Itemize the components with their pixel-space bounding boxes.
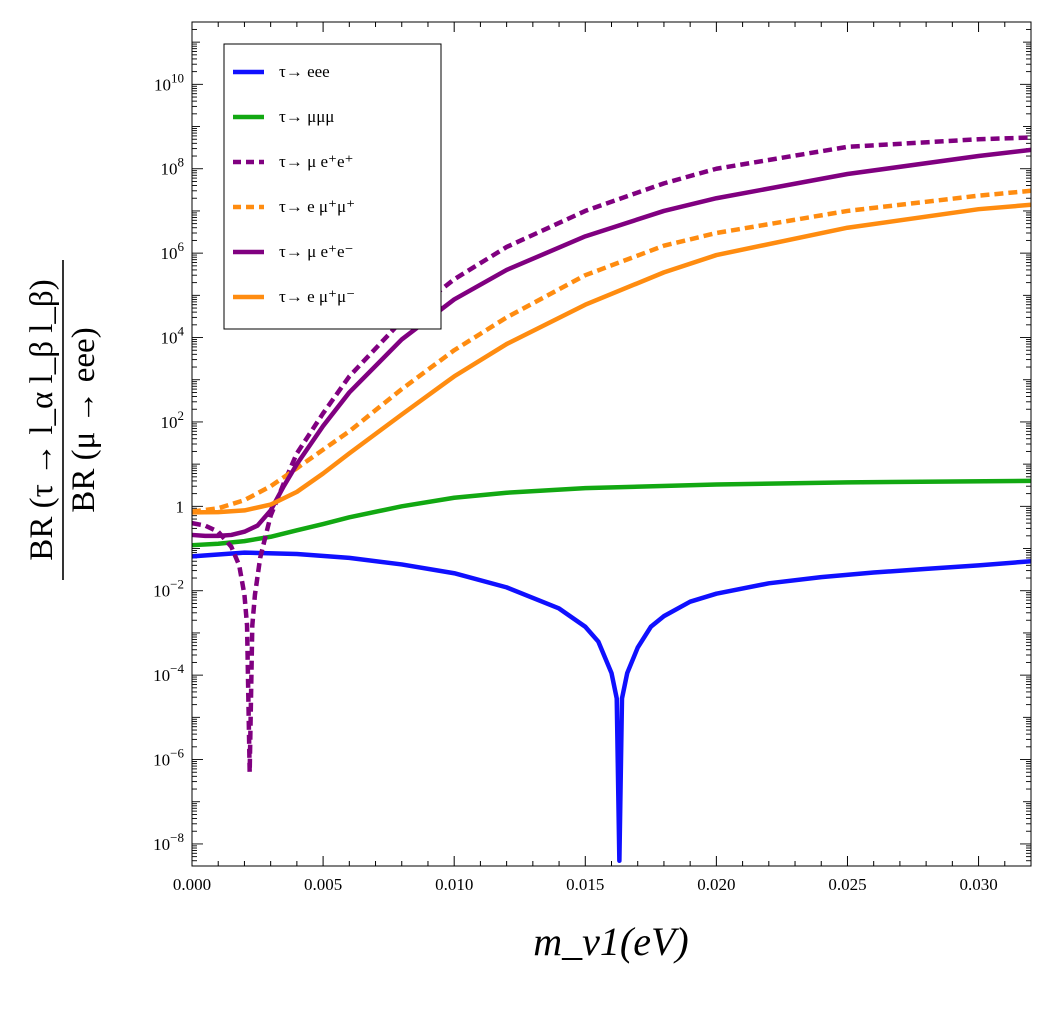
x-tick-label: 0.025 — [828, 875, 866, 894]
x-axis-title: m_ν1(eV) — [533, 919, 688, 964]
y-tick-label: 108 — [161, 155, 185, 179]
y-tick-label: 10−8 — [153, 830, 184, 854]
series-line-6 — [191, 202, 1032, 515]
axis-ticks — [191, 21, 1032, 867]
y-axis-title-numerator: BR (τ → l_α l_β l_β) — [24, 279, 60, 560]
y-tick-label: 102 — [161, 408, 185, 432]
legend-label: τ→ μμμ — [279, 107, 334, 126]
legend-label: τ→ e μ⁺μ⁻ — [279, 287, 355, 306]
x-tick-label: 0.030 — [959, 875, 997, 894]
series-line-5 — [191, 147, 1032, 539]
y-axis-title: BR (τ → l_α l_β l_β) BR (μ → eee) — [24, 260, 102, 580]
tick-labels: 0.000 0.005 0.010 0.015 0.020 0.025 0.030 10−8 1… — [153, 70, 998, 894]
series-line-1 — [191, 550, 1032, 863]
y-tick-label: 10−2 — [153, 577, 184, 601]
x-tick-label: 0.020 — [697, 875, 735, 894]
series-line-2 — [191, 478, 1032, 548]
series-lines — [191, 135, 1032, 863]
legend-label: τ→ μ e⁺e⁻ — [279, 242, 353, 261]
legend-label: τ→ μ e⁺e⁺ — [279, 152, 353, 171]
x-tick-label: 0.005 — [304, 875, 342, 894]
legend: τ→ eee τ→ μμμ τ→ μ e⁺e⁺ τ→ e μ⁺μ⁺ τ→ μ e⁺e⁻ τ… — [223, 43, 442, 330]
y-axis-title-denominator: BR (μ → eee) — [66, 327, 102, 512]
y-tick-label: 1 — [176, 497, 185, 516]
x-tick-label: 0.015 — [566, 875, 604, 894]
x-tick-label: 0.000 — [173, 875, 211, 894]
y-tick-label: 1010 — [154, 70, 184, 94]
y-tick-label: 106 — [161, 239, 185, 263]
legend-label: τ→ e μ⁺μ⁺ — [279, 197, 355, 216]
plot-frame — [191, 21, 1032, 867]
y-tick-label: 104 — [161, 324, 185, 348]
y-tick-label: 10−4 — [153, 661, 184, 685]
x-tick-label: 0.010 — [435, 875, 473, 894]
y-tick-label: 10−6 — [153, 746, 184, 770]
legend-box — [223, 43, 442, 330]
legend-label: τ→ eee — [279, 62, 330, 81]
